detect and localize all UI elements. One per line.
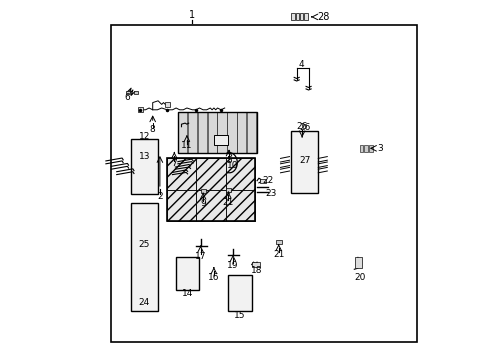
Bar bbox=[225, 158, 255, 190]
Bar bbox=[167, 190, 196, 221]
Text: 8: 8 bbox=[149, 125, 155, 134]
Bar bbox=[217, 112, 226, 153]
Bar bbox=[291, 13, 294, 20]
Bar bbox=[368, 145, 372, 152]
Text: 28: 28 bbox=[317, 12, 329, 22]
Text: 17: 17 bbox=[194, 252, 206, 261]
Text: 22: 22 bbox=[262, 176, 273, 185]
Text: 15: 15 bbox=[234, 310, 245, 320]
Bar bbox=[299, 13, 303, 20]
Text: 16: 16 bbox=[208, 274, 219, 282]
Bar bbox=[291, 131, 318, 193]
Text: 14: 14 bbox=[182, 289, 193, 298]
Bar bbox=[111, 25, 416, 342]
Bar bbox=[259, 179, 265, 183]
Text: 26: 26 bbox=[298, 123, 310, 132]
Bar bbox=[196, 190, 225, 221]
Text: 4: 4 bbox=[298, 60, 304, 69]
Text: 19: 19 bbox=[227, 261, 238, 270]
Bar bbox=[196, 158, 225, 190]
Text: 23: 23 bbox=[265, 189, 277, 198]
Bar bbox=[364, 145, 367, 152]
Bar bbox=[225, 190, 255, 221]
Text: 21: 21 bbox=[272, 251, 284, 259]
Bar bbox=[276, 240, 281, 244]
Text: 6: 6 bbox=[124, 94, 130, 103]
Bar bbox=[167, 158, 196, 190]
Bar bbox=[165, 102, 170, 107]
Text: 13: 13 bbox=[139, 152, 150, 161]
Text: 26: 26 bbox=[296, 122, 307, 131]
Bar bbox=[200, 189, 205, 193]
Text: 7: 7 bbox=[171, 159, 177, 168]
Bar bbox=[167, 158, 255, 221]
Bar bbox=[247, 112, 256, 153]
Bar bbox=[176, 257, 199, 290]
Bar bbox=[131, 203, 158, 311]
Text: 3: 3 bbox=[377, 144, 382, 153]
Text: 9: 9 bbox=[200, 199, 205, 208]
Bar bbox=[237, 112, 246, 153]
Bar bbox=[131, 139, 158, 194]
Bar bbox=[178, 112, 257, 153]
Text: 20: 20 bbox=[353, 274, 365, 282]
Bar bbox=[225, 188, 231, 192]
Text: 24: 24 bbox=[139, 298, 150, 307]
Text: 21: 21 bbox=[222, 198, 234, 207]
Bar bbox=[304, 13, 307, 20]
Bar bbox=[228, 275, 251, 311]
Bar bbox=[295, 13, 298, 20]
Bar bbox=[251, 262, 259, 267]
Text: 25: 25 bbox=[139, 240, 150, 249]
Bar bbox=[207, 112, 216, 153]
Bar bbox=[178, 112, 187, 153]
Bar bbox=[213, 135, 228, 145]
Bar bbox=[227, 112, 236, 153]
Text: 11: 11 bbox=[181, 141, 192, 150]
Bar bbox=[187, 112, 197, 153]
Bar bbox=[133, 91, 138, 94]
Text: 5: 5 bbox=[225, 156, 231, 165]
Bar bbox=[138, 107, 142, 112]
Text: 27: 27 bbox=[298, 156, 310, 165]
Bar bbox=[359, 145, 363, 152]
Text: 2: 2 bbox=[157, 192, 163, 201]
Text: 1: 1 bbox=[189, 10, 195, 20]
Text: 10: 10 bbox=[227, 161, 238, 170]
Bar bbox=[355, 257, 361, 268]
Bar bbox=[125, 91, 130, 94]
Text: 18: 18 bbox=[251, 266, 263, 275]
Bar bbox=[197, 112, 206, 153]
Text: 12: 12 bbox=[139, 132, 150, 141]
